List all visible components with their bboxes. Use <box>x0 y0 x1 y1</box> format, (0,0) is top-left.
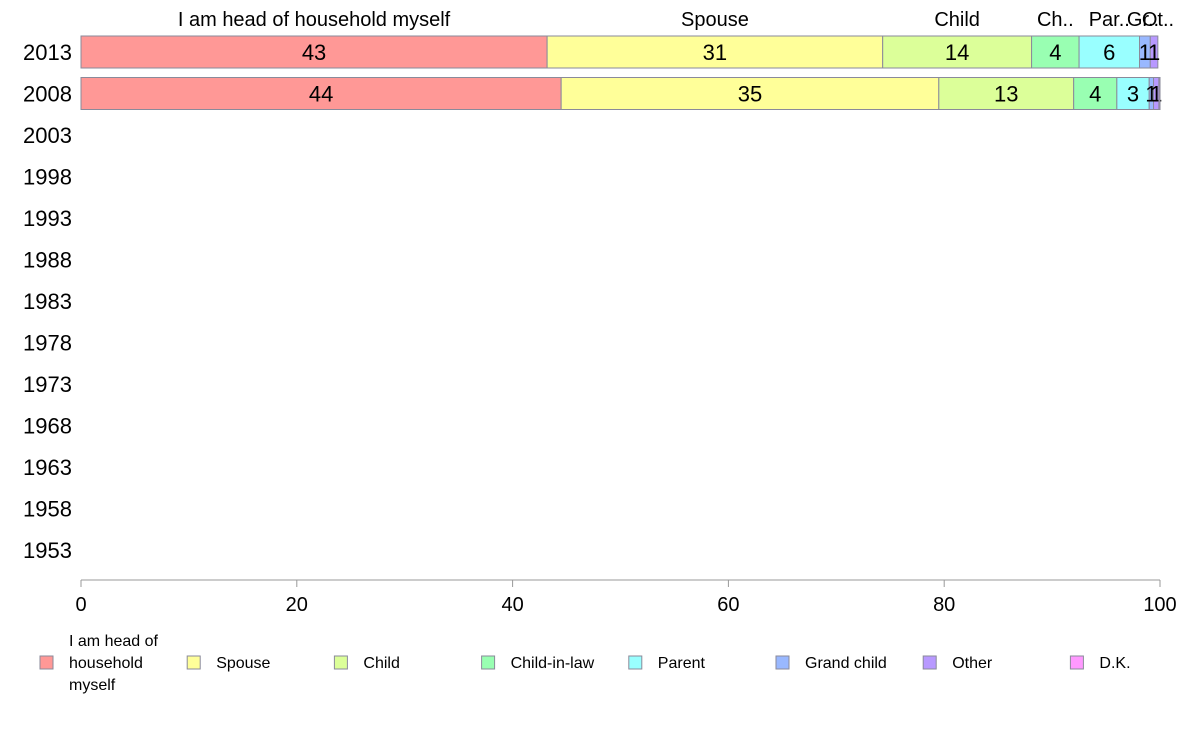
year-label-1968: 1968 <box>23 414 72 439</box>
bar-value-label-2013-child-in-law: 4 <box>1049 40 1061 65</box>
year-label-2003: 2003 <box>23 123 72 148</box>
bar-2008-i-am-head-of-household-myself <box>80 77 562 110</box>
legend-label-child: Child <box>363 655 399 672</box>
legend-swatch-grand-child <box>775 655 790 670</box>
legend-label-i-am-head-of-household-myself-line-2: household <box>69 655 143 672</box>
year-label-1998: 1998 <box>23 165 72 190</box>
legend: I am head of household myself Spouse Child Ch… <box>39 633 1131 694</box>
year-label-1963: 1963 <box>23 455 72 480</box>
top-label-parent: Par.. <box>1089 9 1130 31</box>
bar-2008-d-k <box>1158 77 1161 110</box>
bar-value-label-2008-parent: 3 <box>1127 82 1139 107</box>
legend-label-d-k: D.K. <box>1099 655 1130 672</box>
year-label-1973: 1973 <box>23 372 72 397</box>
legend-swatch-child <box>333 655 348 670</box>
x-tick-label-0: 0 <box>75 594 86 616</box>
bar-2008-child <box>938 77 1075 110</box>
legend-swatch-d-k <box>1069 655 1084 670</box>
top-label-child: Child <box>934 9 980 31</box>
year-label-2008: 2008 <box>23 82 72 107</box>
top-label-spouse: Spouse <box>681 9 749 31</box>
legend-label-grand-child: Grand child <box>805 655 887 672</box>
legend-swatch-spouse <box>186 655 201 670</box>
legend-label-parent: Parent <box>658 655 706 672</box>
bar-value-label-2013-spouse: 31 <box>703 40 727 65</box>
year-label-1953: 1953 <box>23 538 72 563</box>
x-tick-label-40: 40 <box>501 594 523 616</box>
top-category-labels: I am head of household myself Spouse Child… <box>178 9 1174 31</box>
bar-value-label-2013-child: 14 <box>945 40 969 65</box>
year-label-1983: 1983 <box>23 289 72 314</box>
bar-value-label-2013-parent: 6 <box>1103 40 1115 65</box>
year-label-1978: 1978 <box>23 331 72 356</box>
legend-swatch-parent <box>628 655 643 670</box>
bar-value-label-2013-other: 1 <box>1148 40 1160 65</box>
bar-value-label-2008-child-in-law: 4 <box>1089 82 1101 107</box>
top-label-i-am-head-of-household-myself: I am head of household myself <box>178 9 451 31</box>
bar-value-label-2008-child: 13 <box>994 82 1018 107</box>
bar-2013-parent <box>1078 35 1140 69</box>
legend-label-spouse: Spouse <box>216 655 270 672</box>
legend-label-child-in-law: Child-in-law <box>511 655 595 672</box>
bar-value-label-2008-other: 1 <box>1150 82 1162 107</box>
x-tick-label-100: 100 <box>1143 594 1176 616</box>
year-label-1993: 1993 <box>23 206 72 231</box>
x-tick-label-80: 80 <box>933 594 955 616</box>
bar-value-label-2008-i-am-head-of-household-myself: 44 <box>309 82 333 107</box>
legend-label-other: Other <box>952 655 993 672</box>
year-label-2013: 2013 <box>23 40 72 65</box>
year-label-1988: 1988 <box>23 248 72 273</box>
bar-value-label-2013-i-am-head-of-household-myself: 43 <box>302 40 326 65</box>
bar-value-label-2008-spouse: 35 <box>738 82 762 107</box>
x-tick-label-20: 20 <box>286 594 308 616</box>
bar-2008-spouse <box>560 77 940 110</box>
x-tick-label-60: 60 <box>717 594 739 616</box>
top-label-other: Ot.. <box>1142 9 1174 31</box>
x-axis: 0 20 40 60 80 100 <box>75 579 1177 616</box>
year-label-1958: 1958 <box>23 497 72 522</box>
legend-label-i-am-head-of-household-myself-line-3: myself <box>69 677 116 694</box>
legend-swatch-i-am-head-of-household-myself <box>39 655 54 670</box>
bar-2013-other <box>1149 35 1159 69</box>
bar-2008-parent <box>1116 77 1150 110</box>
year-axis-labels: 2013 2008 2003 1998 1993 1988 1983 1978 1973 1968… <box>23 40 72 563</box>
bar-value-label-2013-grand-child: 1 <box>1139 40 1151 65</box>
bar-2013-spouse <box>546 35 884 69</box>
top-label-grand-child: Gr.. <box>1127 9 1159 31</box>
top-label-child-in-law: Ch.. <box>1037 9 1074 31</box>
legend-swatch-other <box>922 655 937 670</box>
legend-label-i-am-head-of-household-myself-line-1: I am head of <box>69 633 159 650</box>
legend-swatch-child-in-law <box>481 655 496 670</box>
